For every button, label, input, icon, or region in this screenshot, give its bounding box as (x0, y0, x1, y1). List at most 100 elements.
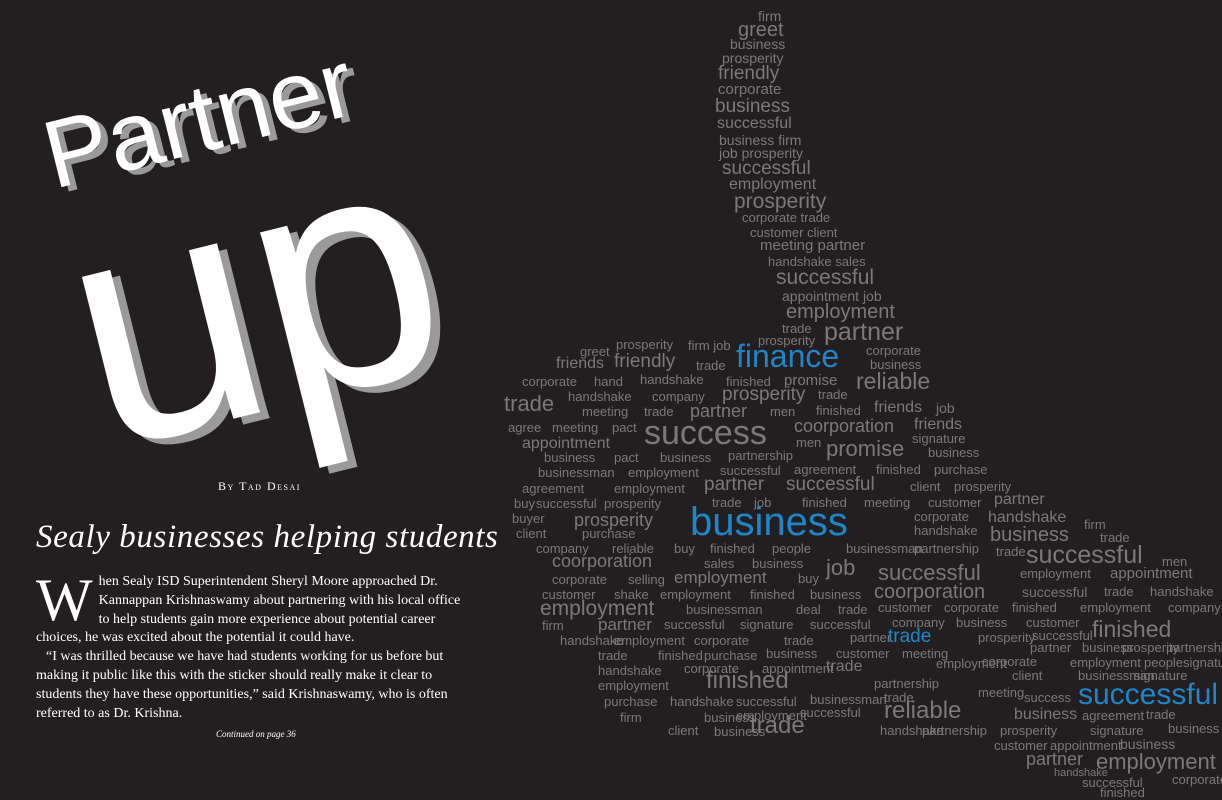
cloud-word-highlight: business (690, 500, 848, 544)
cloud-word: signature (1134, 668, 1188, 683)
cloud-word: agreement (794, 462, 857, 477)
cloud-word: businessman (686, 602, 763, 617)
cloud-word: signature (1090, 723, 1144, 738)
cloud-word: trade (712, 495, 742, 510)
cloud-word: customer (542, 587, 596, 602)
handshake-word-cloud: firm greet business prosperity friendly … (480, 0, 1222, 800)
cloud-word: handshake (914, 523, 978, 538)
cloud-word: business (1082, 640, 1134, 655)
cloud-word: company (652, 389, 705, 404)
cloud-word: employment (628, 465, 699, 480)
cloud-word: employment (660, 587, 731, 602)
cloud-word: trade (782, 321, 812, 336)
subhead: Sealy businesses helping students (36, 519, 499, 555)
cloud-word: businessman (846, 541, 923, 556)
cloud-word: trade (884, 690, 914, 705)
cloud-word: business (544, 450, 596, 465)
cloud-word: employment (1080, 600, 1151, 615)
cloud-word: purchase (934, 462, 988, 477)
cloud-word: meeting (902, 646, 949, 661)
cloud-word: successful (720, 463, 781, 478)
cloud-word: firm (758, 8, 782, 24)
cloud-word: handshake (598, 663, 662, 678)
cloud-word: prosperity (734, 190, 827, 213)
cloud-word: corporate (552, 572, 607, 587)
cloud-word: business (1168, 721, 1220, 736)
cloud-word: corporate trade (742, 210, 831, 225)
cloud-word: agreement (1082, 708, 1145, 723)
cloud-word: employment (598, 678, 669, 693)
cloud-word: customer (928, 495, 982, 510)
cloud-word: corporate (1172, 772, 1222, 787)
cloud-word: successful (878, 560, 981, 585)
cloud-word: corporate (866, 343, 921, 358)
cloud-word: trade (696, 358, 726, 373)
cloud-word: business (990, 524, 1069, 546)
cloud-word: friends (556, 355, 605, 372)
cloud-word: corporate (694, 633, 749, 648)
cloud-word: firm (1084, 517, 1106, 532)
cloud-word: reliable (612, 541, 654, 556)
cloud-word: handshake (880, 723, 944, 738)
cloud-word: successful (536, 496, 597, 511)
cloud-word: firm (542, 618, 564, 633)
cloud-word: business (928, 445, 980, 460)
cloud-word: selling (628, 572, 665, 587)
cloud-word: partner (690, 401, 748, 421)
cloud-word: corporate (982, 654, 1037, 669)
cloud-word: peoplesignature (1144, 655, 1222, 670)
cloud-word: handshake (560, 633, 624, 648)
cloud-word: finished (706, 667, 789, 694)
cloud-word: trade (504, 391, 555, 416)
cloud-word: signature (740, 617, 794, 632)
cloud-word: handshake (1054, 767, 1108, 779)
cloud-word: business (956, 615, 1008, 630)
cloud-word: employment (674, 568, 767, 587)
cloud-word: successful (776, 266, 875, 289)
cloud-word: meeting (978, 685, 1025, 700)
cloud-word: shake (614, 587, 649, 602)
cloud-word: employment (786, 301, 895, 323)
cloud-word: successful (722, 158, 811, 179)
cloud-word: partnership (922, 723, 988, 738)
cloud-word: greet (738, 19, 784, 41)
cloud-word: company (892, 615, 945, 630)
cloud-word: appointment (1050, 738, 1122, 753)
cloud-word: promise (784, 372, 838, 389)
cloud-word: purchase (704, 648, 758, 663)
cloud-word: client (668, 723, 699, 738)
cloud-word: finished (1100, 785, 1145, 800)
cloud-word: prosperity (1122, 640, 1180, 655)
cloud-word: partnership (874, 676, 940, 691)
cloud-word: sales (704, 556, 735, 571)
cloud-word: friendly (718, 63, 780, 84)
cloud-word: business (715, 96, 790, 117)
cloud-word: people (772, 541, 812, 556)
cloud-word: pact (614, 450, 639, 465)
cloud-word: reliable (884, 697, 962, 724)
cloud-word: prosperity (1000, 723, 1058, 738)
cloud-word: client (910, 479, 941, 494)
cloud-word: businessman (1078, 668, 1155, 683)
cloud-word: handshake (568, 389, 632, 404)
cloud-word: men (770, 404, 796, 419)
cloud-word: employment (1020, 566, 1091, 581)
cloud-word: trade (1104, 584, 1134, 599)
cloud-word: client (1012, 668, 1043, 683)
cloud-word: finished (726, 374, 771, 389)
cloud-word: businessman (538, 465, 615, 480)
cloud-word: successful (1032, 628, 1093, 643)
cloud-word: employment (1070, 655, 1141, 670)
paragraph-1-text: hen Sealy ISD Superintendent Sheryl Moor… (36, 574, 461, 646)
cloud-word: employment (936, 656, 1007, 671)
cloud-word: partner (850, 630, 892, 645)
cloud-word: corporate (684, 661, 739, 676)
cloud-word: successful (810, 617, 871, 632)
cloud-word: job (826, 555, 856, 580)
cloud-word: prosperity (954, 479, 1012, 494)
cloud-word: business (1120, 736, 1176, 752)
cloud-word: prosperity (574, 510, 654, 530)
cloud-word: business (810, 587, 862, 602)
